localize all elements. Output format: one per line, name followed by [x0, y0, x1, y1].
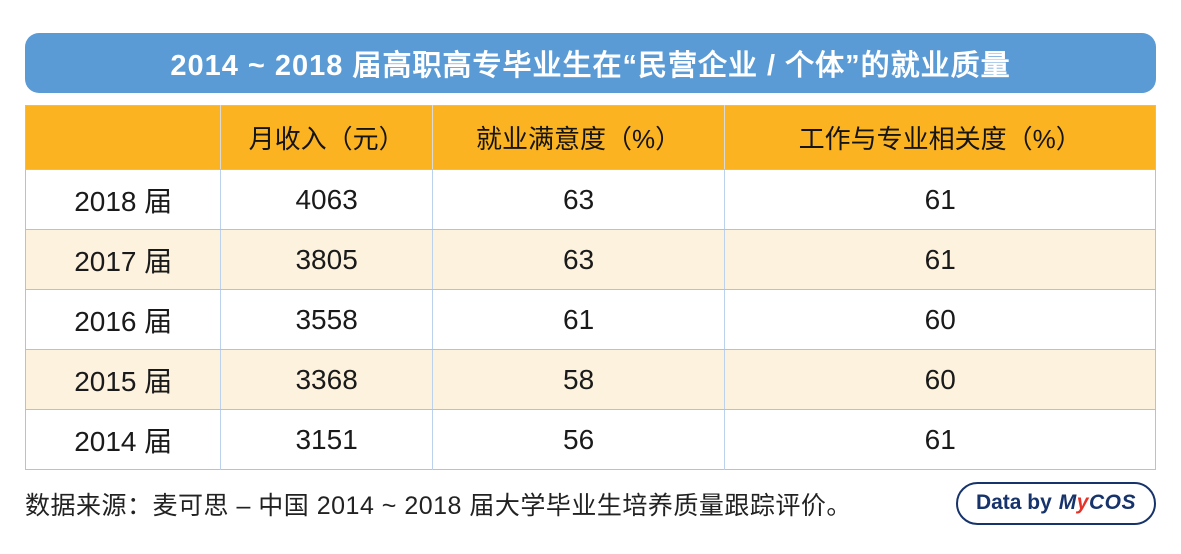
- badge-prefix: Data by: [975, 491, 1052, 514]
- table-row-2017: 2017 届 3805 63 61: [25, 229, 1156, 290]
- income-cell: 3368: [220, 349, 433, 410]
- table-row-2016: 2016 届 3558 61 60: [25, 289, 1156, 350]
- header-cell-satisfaction: 就业满意度（%）: [432, 105, 726, 170]
- table-row-2018: 2018 届 4063 63 61: [25, 169, 1156, 230]
- satisfaction-cell: 63: [432, 169, 726, 230]
- satisfaction-cell: 63: [432, 229, 726, 290]
- income-cell: 3151: [220, 409, 433, 470]
- satisfaction-cell: 58: [432, 349, 726, 410]
- logo-m: M: [1058, 491, 1077, 514]
- cohort-label: 2014 届: [25, 409, 222, 470]
- cohort-label: 2018 届: [25, 169, 222, 230]
- cohort-label: 2016 届: [25, 289, 222, 350]
- title-banner: 2014 ~ 2018 届高职高专毕业生在“民营企业 / 个体”的就业质量: [25, 33, 1156, 93]
- page-title: 2014 ~ 2018 届高职高专毕业生在“民营企业 / 个体”的就业质量: [170, 50, 1011, 82]
- footer: 数据来源：麦可思 – 中国 2014 ~ 2018 届大学毕业生培养质量跟踪评价…: [25, 482, 1156, 525]
- cohort-label: 2017 届: [25, 229, 222, 290]
- table-header-row: 月收入（元） 就业满意度（%） 工作与专业相关度（%）: [25, 105, 1156, 170]
- satisfaction-cell: 56: [432, 409, 726, 470]
- mycos-badge: Data by MyCOS: [955, 482, 1156, 525]
- logo-cos: COS: [1088, 491, 1136, 514]
- income-cell: 3805: [220, 229, 433, 290]
- mycos-logo: MyCOS: [1059, 491, 1136, 515]
- table-row-2015: 2015 届 3368 58 60: [25, 349, 1156, 410]
- income-cell: 3558: [220, 289, 433, 350]
- employment-quality-table: 月收入（元） 就业满意度（%） 工作与专业相关度（%） 2018 届 4063 …: [25, 105, 1156, 470]
- relevance-cell: 60: [724, 349, 1156, 410]
- header-cell-relevance: 工作与专业相关度（%）: [724, 105, 1156, 170]
- logo-y: y: [1076, 491, 1089, 514]
- satisfaction-cell: 61: [432, 289, 726, 350]
- cohort-label: 2015 届: [25, 349, 222, 410]
- relevance-cell: 61: [724, 169, 1156, 230]
- relevance-cell: 60: [724, 289, 1156, 350]
- header-cell-cohort: [25, 105, 222, 170]
- relevance-cell: 61: [724, 229, 1156, 290]
- header-cell-income: 月收入（元）: [220, 105, 433, 170]
- table-row-2014: 2014 届 3151 56 61: [25, 409, 1156, 470]
- data-source-text: 数据来源：麦可思 – 中国 2014 ~ 2018 届大学毕业生培养质量跟踪评价…: [25, 491, 852, 520]
- relevance-cell: 61: [724, 409, 1156, 470]
- income-cell: 4063: [220, 169, 433, 230]
